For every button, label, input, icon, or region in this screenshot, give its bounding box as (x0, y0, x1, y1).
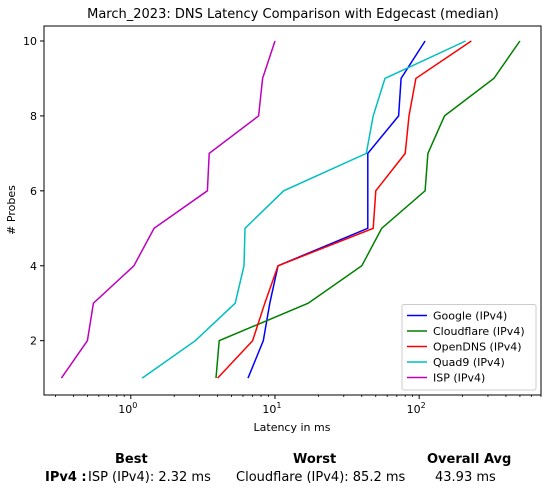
y-tick-label: 8 (30, 110, 37, 123)
x-tick-label: 100 (118, 401, 137, 416)
series-line-0 (247, 40, 426, 379)
y-tick-label: 2 (30, 335, 37, 348)
legend: Google (IPv4) Cloudflare (IPv4) OpenDNS (I… (401, 304, 537, 391)
legend-label: Cloudflare (IPv4) (433, 325, 525, 338)
y-tick-label: 4 (30, 260, 37, 273)
chart-title: March_2023: DNS Latency Comparison with … (87, 7, 499, 22)
legend-label: ISP (IPv4) (433, 372, 485, 385)
series-line-2 (217, 40, 472, 379)
legend-label: OpenDNS (IPv4) (433, 341, 522, 354)
chart: March_2023: DNS Latency Comparison with … (5, 7, 542, 434)
summary-avg-value: 43.93 ms (435, 470, 496, 485)
legend-label: Quad9 (IPv4) (433, 356, 505, 369)
plot-frame (43, 25, 542, 396)
x-axis-label: Latency in ms (254, 421, 331, 434)
legend-box (401, 304, 537, 391)
y-axis-label: # Probes (5, 185, 18, 235)
y-tick-label: 6 (30, 185, 37, 198)
series-line-4 (60, 40, 276, 379)
y-tick-label: 10 (23, 35, 37, 48)
summary-header-avg: Overall Avg (427, 452, 512, 467)
summary-header-worst: Worst (293, 452, 337, 467)
legend-label: Google (IPv4) (433, 310, 507, 323)
summary-table: Best Worst Overall Avg IPv4 : ISP (IPv4)… (0, 448, 548, 494)
summary-best-value: ISP (IPv4): 2.32 ms (88, 470, 211, 485)
series-line-3 (141, 40, 466, 379)
summary-header-best: Best (115, 452, 148, 467)
summary-worst-value: Cloudflare (IPv4): 85.2 ms (236, 470, 406, 485)
summary-row-label: IPv4 : (45, 470, 87, 485)
x-tick-label: 101 (262, 401, 281, 416)
series-line-1 (215, 40, 521, 379)
x-tick-label: 102 (407, 401, 426, 416)
